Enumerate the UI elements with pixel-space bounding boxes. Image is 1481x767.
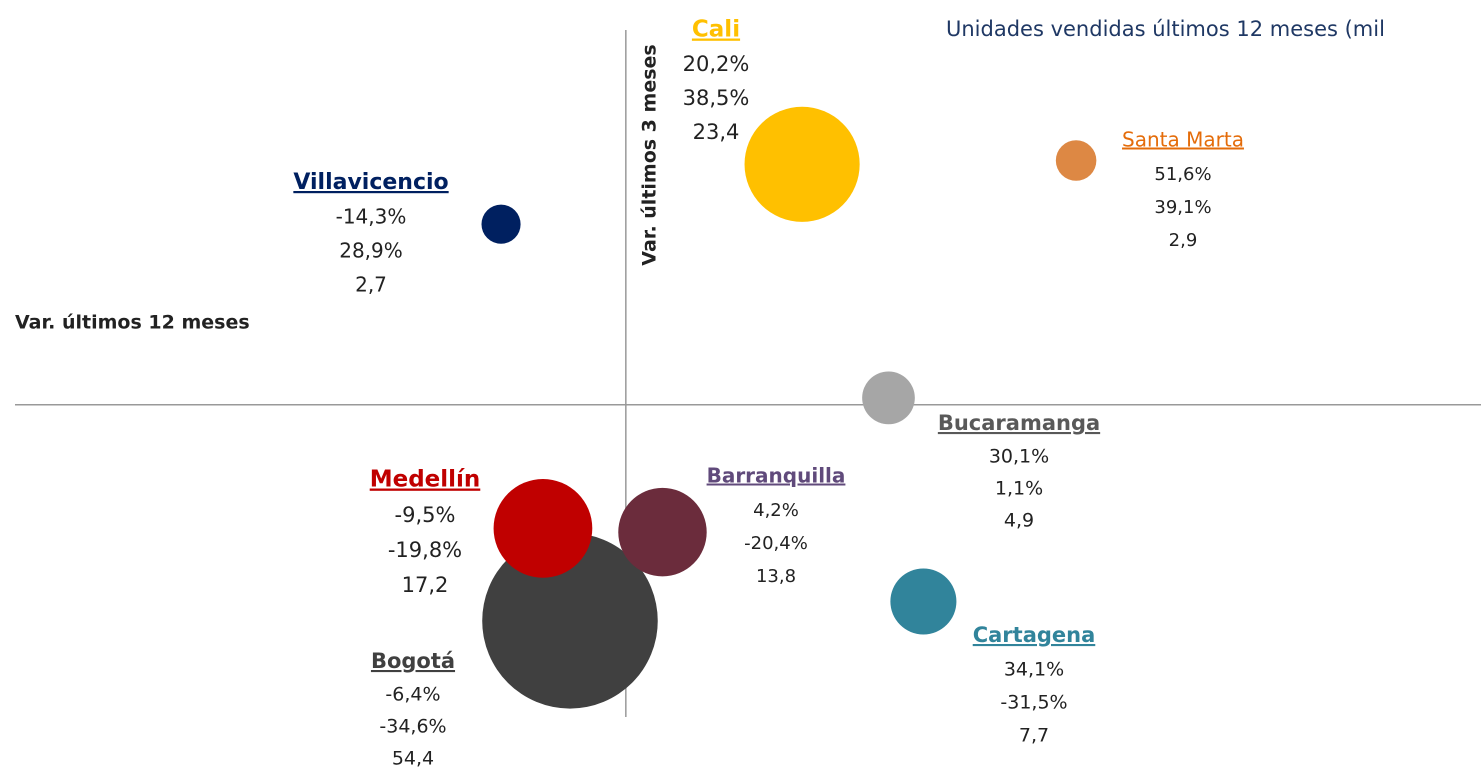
data-label: 39,1%: [1154, 197, 1211, 218]
point-name: Cali: [692, 17, 740, 43]
point-name: Cartagena: [973, 623, 1096, 647]
data-label: -14,3%: [336, 205, 407, 229]
data-label: -6,4%: [385, 684, 440, 706]
bubble: [890, 568, 957, 635]
bubble: [618, 487, 707, 577]
bubble: [1055, 140, 1097, 181]
data-label: -19,8%: [388, 538, 462, 562]
annotation: Unidades vendidas últimos 12 meses (mil: [946, 17, 1385, 41]
data-label: 17,2: [402, 573, 449, 597]
data-label: 4,9: [1004, 510, 1034, 532]
bubble: [862, 371, 915, 425]
point-name: Barranquilla: [707, 464, 846, 488]
data-label: 20,2%: [683, 52, 750, 76]
data-label: 30,1%: [989, 446, 1049, 468]
point-name: Villavicencio: [293, 170, 448, 195]
bubble: [481, 204, 521, 244]
point-name: Medellín: [370, 467, 481, 493]
data-label: 13,8: [756, 566, 796, 587]
bubble: [482, 533, 658, 709]
data-label: -31,5%: [1000, 692, 1067, 714]
data-label: -34,6%: [379, 716, 446, 738]
point-name: Bucaramanga: [938, 411, 1100, 435]
data-label: 51,6%: [1154, 164, 1211, 185]
point-name: Santa Marta: [1122, 128, 1244, 152]
data-label: 1,1%: [995, 478, 1043, 500]
point-name: Bogotá: [371, 649, 455, 673]
bubble: [744, 106, 860, 222]
data-label: 28,9%: [339, 239, 403, 263]
data-label: 7,7: [1019, 725, 1049, 747]
y-axis-label: Var. últimos 3 meses: [639, 44, 661, 265]
data-label: 54,4: [392, 748, 434, 767]
bubble: [493, 479, 593, 578]
data-label: 2,7: [355, 273, 387, 297]
data-label: 38,5%: [683, 86, 750, 110]
data-label: 34,1%: [1004, 659, 1064, 681]
data-label: 23,4: [693, 120, 740, 144]
x-axis-label: Var. últimos 12 meses: [15, 312, 250, 334]
data-label: -20,4%: [744, 533, 808, 554]
data-label: -9,5%: [395, 503, 456, 527]
data-label: 2,9: [1169, 230, 1198, 251]
data-label: 4,2%: [753, 500, 799, 521]
